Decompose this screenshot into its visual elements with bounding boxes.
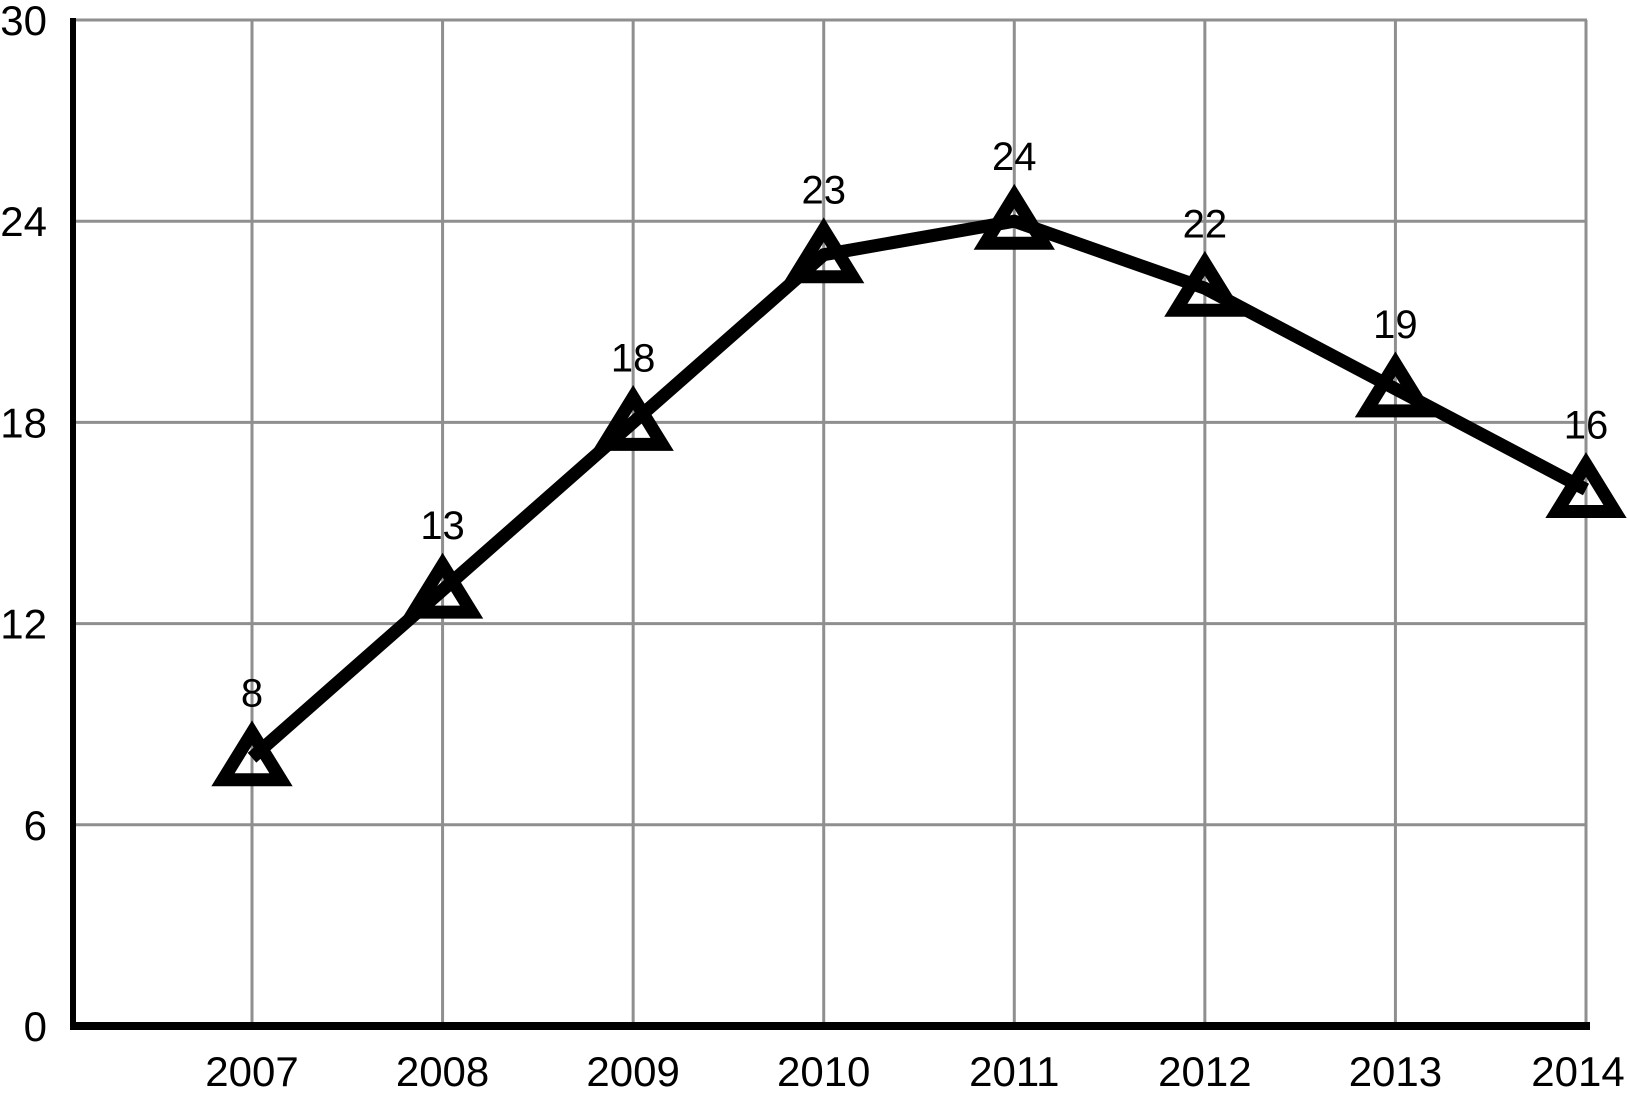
data-label: 24 (992, 135, 1037, 179)
data-marker-triangle (211, 720, 293, 787)
y-tick-label: 0 (24, 1003, 47, 1050)
x-tick-label: 2012 (1158, 1048, 1251, 1095)
data-label: 18 (611, 336, 656, 380)
data-marker-triangle (592, 385, 674, 451)
x-tick-label: 2009 (586, 1048, 679, 1095)
y-tick-label: 24 (0, 198, 47, 245)
data-label: 19 (1373, 303, 1418, 347)
data-marker-triangle (783, 217, 865, 284)
data-marker-triangle (401, 552, 484, 619)
data-marker-triangle (1545, 452, 1627, 518)
data-marker-triangle (1354, 351, 1437, 418)
data-label: 16 (1564, 403, 1609, 447)
data-marker-triangle (973, 183, 1055, 250)
x-tick-label: 2013 (1349, 1048, 1442, 1095)
x-tick-label: 2011 (969, 1048, 1059, 1095)
data-label: 13 (420, 504, 465, 548)
y-tick-label: 18 (0, 399, 47, 446)
data-label: 23 (801, 169, 846, 213)
data-label: 8 (241, 672, 263, 716)
y-tick-label: 12 (0, 601, 47, 648)
x-tick-label: 2008 (396, 1048, 489, 1095)
y-tick-label: 30 (0, 0, 47, 44)
data-marker-triangle (1164, 250, 1246, 317)
x-tick-label: 2007 (205, 1048, 298, 1095)
data-label: 22 (1183, 202, 1228, 246)
y-tick-label: 6 (24, 802, 47, 849)
x-tick-label: 2014 (1531, 1048, 1624, 1095)
data-line (247, 214, 1590, 763)
x-tick-label: 2010 (777, 1048, 870, 1095)
